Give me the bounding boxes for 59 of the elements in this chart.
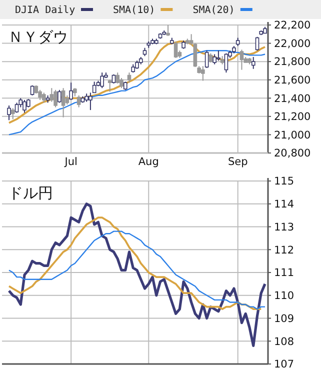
candlestick bbox=[42, 92, 46, 104]
y-tick-label: 113 bbox=[274, 221, 294, 234]
candlestick bbox=[208, 52, 213, 63]
candlestick bbox=[14, 102, 19, 114]
y-tick-label: 107 bbox=[274, 358, 294, 371]
candlestick bbox=[127, 72, 132, 84]
candlestick bbox=[76, 94, 81, 108]
line-series bbox=[8, 50, 266, 136]
candlestick bbox=[116, 72, 120, 84]
y-tick-label: 108 bbox=[274, 336, 294, 348]
candlestick bbox=[251, 56, 256, 70]
candlestick bbox=[50, 88, 54, 102]
candlestick bbox=[65, 94, 70, 106]
chart-title: ドル円 bbox=[8, 184, 53, 202]
candlestick bbox=[112, 74, 116, 84]
y-tick-label: 110 bbox=[274, 290, 294, 302]
candlestick bbox=[108, 79, 112, 92]
legend-label: DJIA Daily bbox=[15, 5, 76, 16]
candlestick bbox=[201, 66, 205, 82]
line-series bbox=[8, 230, 266, 310]
candlestick bbox=[100, 72, 104, 89]
candlestick bbox=[7, 104, 11, 121]
candlestick bbox=[61, 88, 66, 118]
y-tick-label: 112 bbox=[274, 244, 294, 256]
y-tick-label: 22,200 bbox=[274, 20, 311, 32]
candlestick bbox=[204, 50, 209, 68]
line-series bbox=[8, 202, 266, 347]
y-tick-label: 109 bbox=[274, 312, 294, 325]
line-series bbox=[8, 216, 262, 310]
y-tick-label: 20,800 bbox=[274, 148, 311, 160]
y-tick-label: 22,000 bbox=[274, 38, 311, 50]
x-tick-label: Jul bbox=[64, 156, 78, 168]
candlestick bbox=[255, 36, 260, 52]
candlestick bbox=[38, 89, 42, 100]
candlestick bbox=[240, 49, 244, 70]
candlestick bbox=[10, 108, 15, 120]
chart-title: ＮＹダウ bbox=[8, 28, 68, 46]
y-tick-label: 21,600 bbox=[274, 74, 311, 87]
y-tick-label: 21,000 bbox=[274, 129, 311, 142]
y-tick-label: 111 bbox=[274, 267, 294, 280]
candlestick bbox=[212, 54, 216, 65]
x-tick-label: Sep bbox=[228, 156, 248, 168]
legend-label: SMA(10) bbox=[113, 5, 156, 16]
y-tick-label: 21,400 bbox=[274, 92, 311, 105]
y-tick-label: 21,200 bbox=[274, 111, 311, 124]
candlestick bbox=[224, 52, 228, 74]
candlestick bbox=[69, 82, 73, 100]
candlestick bbox=[216, 50, 220, 62]
y-tick-label: 21,800 bbox=[274, 56, 311, 68]
candlestick bbox=[166, 24, 170, 36]
candlestick bbox=[22, 99, 26, 114]
y-tick-label: 114 bbox=[274, 198, 294, 211]
x-tick-label: Aug bbox=[138, 156, 159, 168]
legend-label: SMA(20) bbox=[192, 5, 235, 16]
y-tick-label: 115 bbox=[274, 176, 294, 188]
candlestick bbox=[30, 84, 34, 96]
candlestick bbox=[174, 40, 178, 58]
candlestick bbox=[58, 89, 62, 104]
candlestick bbox=[54, 89, 58, 108]
